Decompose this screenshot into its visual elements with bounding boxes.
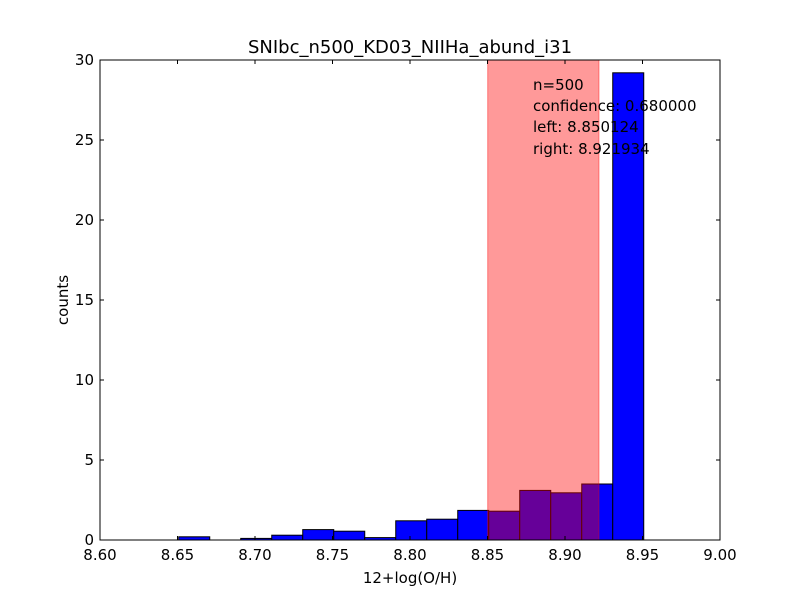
y-axis-ticks: 0 5 10 15 20 25 30 (75, 51, 720, 549)
bars-group (178, 72, 645, 541)
stats-annotation: n=500 confidence: 0.680000 left: 8.85012… (533, 76, 697, 158)
x-tick-label: 9.00 (703, 546, 736, 564)
y-axis-label: counts (54, 275, 72, 325)
confidence-band (487, 59, 600, 541)
x-tick-label: 8.90 (548, 546, 581, 564)
x-tick-label: 8.65 (161, 546, 194, 564)
histogram-bar (333, 530, 366, 541)
histogram-bar (426, 518, 459, 541)
histogram-bar (581, 483, 614, 541)
x-tick-label: 8.70 (238, 546, 271, 564)
y-tick-label: 30 (75, 51, 94, 69)
x-tick-label: 8.80 (393, 546, 426, 564)
y-tick-label: 10 (75, 371, 94, 389)
chart-title: SNIbc_n500_KD03_NIIHa_abund_i31 (248, 37, 572, 58)
confidence-band-group (487, 59, 600, 541)
histogram-bar (271, 534, 304, 541)
y-tick-label: 25 (75, 131, 94, 149)
x-axis-ticks: 8.60 8.65 8.70 8.75 8.80 8.85 8.90 8.95 9.00 (83, 60, 737, 564)
x-tick-label: 8.85 (471, 546, 504, 564)
y-tick-label: 0 (84, 531, 94, 549)
x-tick-label: 8.95 (626, 546, 659, 564)
histogram-bar (612, 72, 645, 541)
annotation-right: right: 8.921934 (533, 140, 650, 158)
y-tick-label: 20 (75, 211, 94, 229)
annotation-n: n=500 (533, 76, 584, 94)
y-tick-label: 15 (75, 291, 94, 309)
histogram-bar (395, 520, 428, 541)
annotation-left: left: 8.850124 (533, 118, 639, 136)
y-tick-label: 5 (84, 451, 94, 469)
annotation-confidence: confidence: 0.680000 (533, 97, 697, 115)
histogram-bar (457, 509, 490, 541)
x-axis-label: 12+log(O/H) (363, 569, 457, 587)
x-tick-label: 8.75 (316, 546, 349, 564)
x-tick-label: 8.60 (83, 546, 116, 564)
histogram-bar (302, 529, 335, 541)
